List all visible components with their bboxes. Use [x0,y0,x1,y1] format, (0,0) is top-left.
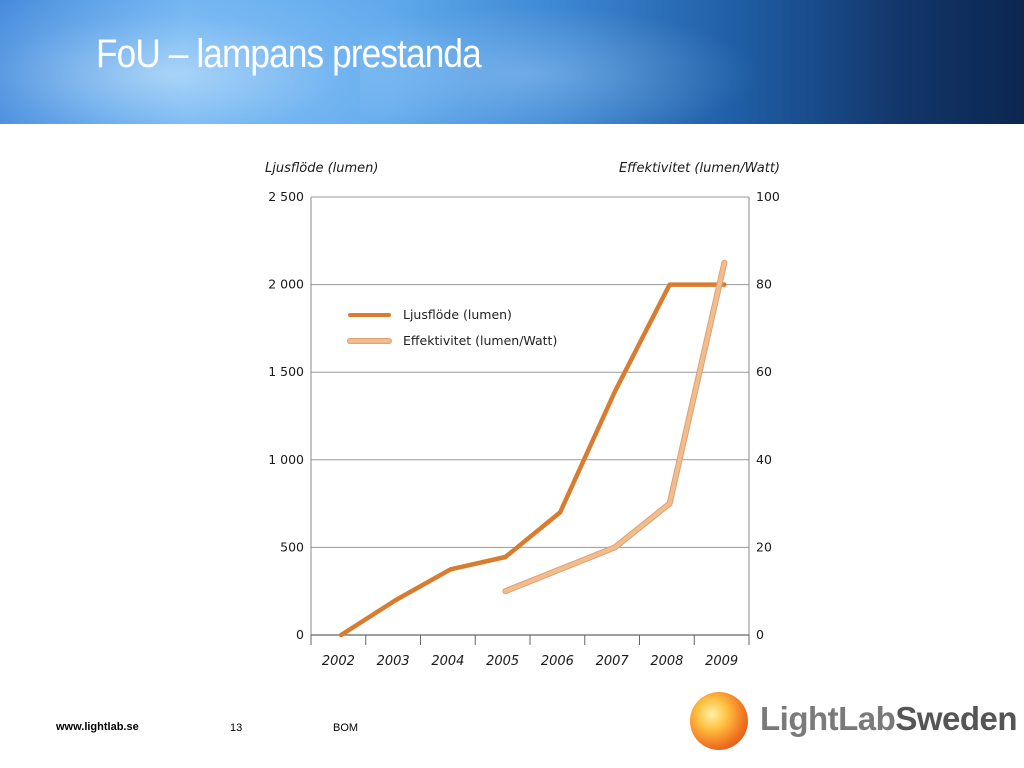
x-tick-label: 2004 [431,654,464,669]
right-tick-label: 20 [756,539,772,554]
footer-url[interactable]: www.lightlab.se [56,721,139,733]
x-tick-label: 2005 [486,654,519,669]
right-tick-label: 80 [756,277,772,292]
header-glow-secondary [360,0,780,124]
logo-wordmark: LightLabSweden [760,700,1018,738]
left-tick-label: 2 000 [268,277,304,292]
left-tick-label: 500 [280,539,304,554]
legend-label: Ljusflöde (lumen) [403,307,512,322]
left-tick-label: 1 000 [268,452,304,467]
x-tick-label: 2006 [541,654,574,669]
x-tick-label: 2008 [650,654,683,669]
sun-icon [690,692,748,750]
series-line [503,260,727,594]
header-glow [0,0,480,124]
right-tick-label: 40 [756,452,772,467]
right-tick-label: 0 [756,627,764,642]
x-tick-label: 2002 [322,654,355,669]
right-tick-label: 60 [756,364,772,379]
right-tick-label: 100 [756,189,780,204]
right-axis-title: Effektivitet (lumen/Watt) [619,161,780,176]
left-tick-label: 2 500 [268,189,304,204]
logo-word-sweden: Sweden [895,700,1018,737]
series-line [338,282,727,638]
logo-word-lightlab: LightLab [760,700,896,737]
left-tick-label: 1 500 [268,364,304,379]
lightlab-logo: LightLabSweden [688,690,1018,754]
x-tick-label: 2007 [596,654,630,669]
x-tick-label: 2003 [377,654,410,669]
footer-note: BOM [333,722,359,734]
x-tick-label: 2009 [705,654,738,669]
footer-page-number: 13 [230,722,243,734]
legend-label: Effektivitet (lumen/Watt) [403,333,557,348]
slide-title: FoU – lampans prestanda [96,32,482,76]
series-line-outline [502,259,728,595]
left-axis-title: Ljusflöde (lumen) [265,161,379,176]
slide-header: FoU – lampans prestanda [0,0,1024,124]
left-tick-label: 0 [296,627,304,642]
